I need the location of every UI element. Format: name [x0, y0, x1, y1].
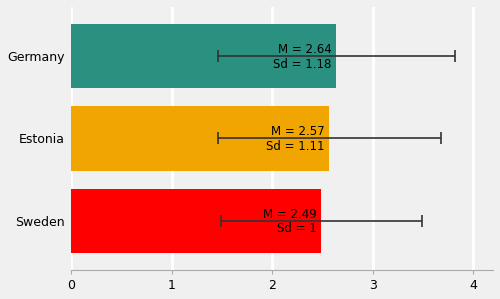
- Text: M = 2.64: M = 2.64: [278, 43, 332, 56]
- Text: Sd = 1: Sd = 1: [276, 222, 316, 235]
- Text: M = 2.49: M = 2.49: [262, 208, 316, 221]
- Text: Sd = 1.18: Sd = 1.18: [273, 58, 332, 71]
- Text: Sd = 1.11: Sd = 1.11: [266, 140, 324, 153]
- Bar: [72, 24, 336, 88]
- Text: M = 2.57: M = 2.57: [271, 125, 324, 138]
- Bar: [72, 106, 330, 170]
- Bar: [72, 189, 322, 253]
